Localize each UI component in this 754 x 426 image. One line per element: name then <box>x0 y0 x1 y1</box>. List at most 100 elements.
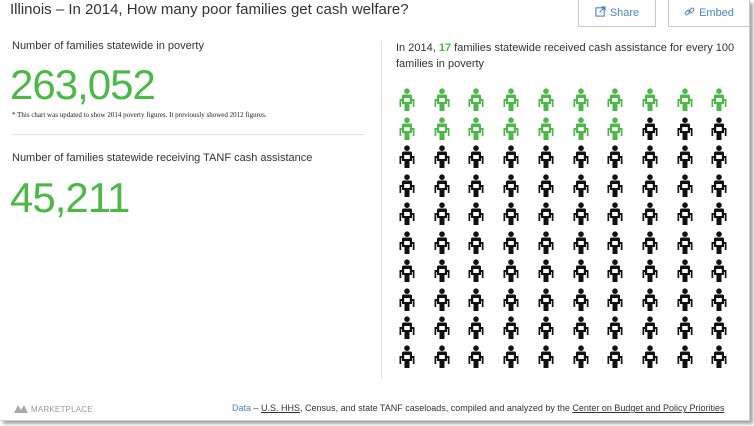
link-icon <box>684 6 695 20</box>
person-icon-assisted <box>398 116 416 141</box>
hhs-link[interactable]: U.S. HHS <box>261 403 301 413</box>
person-icon-assisted <box>606 88 624 112</box>
tanf-families-value: 45,211 <box>10 174 130 221</box>
person-icon <box>572 173 590 198</box>
embed-button-label: Embed <box>699 7 734 19</box>
person-icon <box>502 173 520 198</box>
person-icon <box>606 230 624 255</box>
person-icon <box>641 344 659 369</box>
infographic-highlight-count: 17 <box>438 42 452 54</box>
person-icon <box>676 287 694 312</box>
person-icon <box>537 316 555 340</box>
person-icon <box>641 173 659 198</box>
poverty-families-label: Number of families statewide in poverty <box>12 40 204 52</box>
person-icon <box>572 316 590 340</box>
person-icon <box>433 287 451 312</box>
person-icon <box>537 287 555 312</box>
person-icon <box>502 344 520 369</box>
infographic-suffix: families statewide received cash assista… <box>396 42 735 70</box>
person-icon <box>537 230 555 255</box>
embed-button[interactable]: Embed <box>668 0 750 27</box>
person-icon <box>398 259 416 283</box>
person-icon <box>606 344 624 369</box>
person-icon-assisted <box>398 88 416 112</box>
tanf-families-label: Number of families statewide receiving T… <box>12 152 313 164</box>
person-icon <box>676 116 694 141</box>
person-icon <box>641 116 659 141</box>
person-icon-assisted <box>433 116 451 141</box>
source-middle-text: , Census, and state TANF caseloads, comp… <box>300 403 573 413</box>
cbpp-link[interactable]: Center on Budget and Policy Priorities <box>572 403 725 413</box>
person-icon <box>467 259 485 283</box>
person-icon-assisted <box>537 88 555 112</box>
person-icon-assisted <box>572 88 590 112</box>
person-icon <box>641 202 659 226</box>
poverty-families-value: 263,052 <box>10 61 156 108</box>
marketplace-logo-text: MARKETPLACE <box>31 404 93 414</box>
infographic-heading: In 2014, 17 families statewide received … <box>396 40 736 72</box>
person-icon <box>641 259 659 283</box>
person-icon-assisted <box>467 88 485 112</box>
person-icon <box>606 202 624 226</box>
person-icon <box>676 145 694 169</box>
person-icon <box>398 202 416 226</box>
person-icon <box>467 316 485 340</box>
person-icon <box>433 230 451 255</box>
person-icon <box>467 173 485 198</box>
person-icon <box>641 316 659 340</box>
person-icon <box>606 287 624 312</box>
share-button-label: Share <box>609 7 640 19</box>
person-icon <box>433 202 451 226</box>
person-icon <box>502 287 520 312</box>
person-icon <box>606 316 624 340</box>
person-icon <box>502 202 520 226</box>
person-icon <box>572 202 590 226</box>
person-icon <box>710 173 728 198</box>
marketplace-logo-icon <box>14 403 28 415</box>
share-button[interactable]: Share <box>578 0 656 27</box>
person-icon <box>398 230 416 255</box>
person-icon <box>398 316 416 340</box>
person-icon <box>537 259 555 283</box>
stat-divider <box>12 134 365 135</box>
person-icon <box>433 259 451 283</box>
person-icon <box>710 230 728 255</box>
person-icon <box>502 259 520 283</box>
person-icon <box>502 230 520 255</box>
person-icon <box>467 202 485 226</box>
person-icon-assisted <box>433 88 451 112</box>
marketplace-logo: MARKETPLACE <box>14 403 93 415</box>
person-icon-assisted <box>502 116 520 141</box>
person-icon-assisted <box>710 88 728 112</box>
person-icon <box>710 316 728 340</box>
person-icon <box>676 173 694 198</box>
person-icon <box>641 287 659 312</box>
person-icon <box>433 145 451 169</box>
person-icon <box>398 145 416 169</box>
person-icon-assisted <box>572 116 590 141</box>
person-icon <box>676 230 694 255</box>
data-link[interactable]: Data <box>232 403 252 413</box>
person-icon <box>398 173 416 198</box>
person-icon <box>433 316 451 340</box>
person-icon <box>676 259 694 283</box>
person-icon <box>606 173 624 198</box>
person-icon <box>467 287 485 312</box>
person-icon <box>467 344 485 369</box>
person-icon <box>467 230 485 255</box>
update-footnote: * This chart was updated to show 2014 po… <box>12 111 267 119</box>
person-icon <box>502 145 520 169</box>
person-icon <box>398 287 416 312</box>
person-icon-assisted <box>467 116 485 141</box>
person-icon <box>641 145 659 169</box>
person-icon-assisted <box>537 116 555 141</box>
person-icon <box>537 145 555 169</box>
people-icon-grid <box>398 88 748 378</box>
person-icon <box>537 344 555 369</box>
person-icon <box>710 344 728 369</box>
person-icon <box>710 116 728 141</box>
person-icon <box>467 145 485 169</box>
person-icon <box>676 202 694 226</box>
person-icon <box>537 173 555 198</box>
